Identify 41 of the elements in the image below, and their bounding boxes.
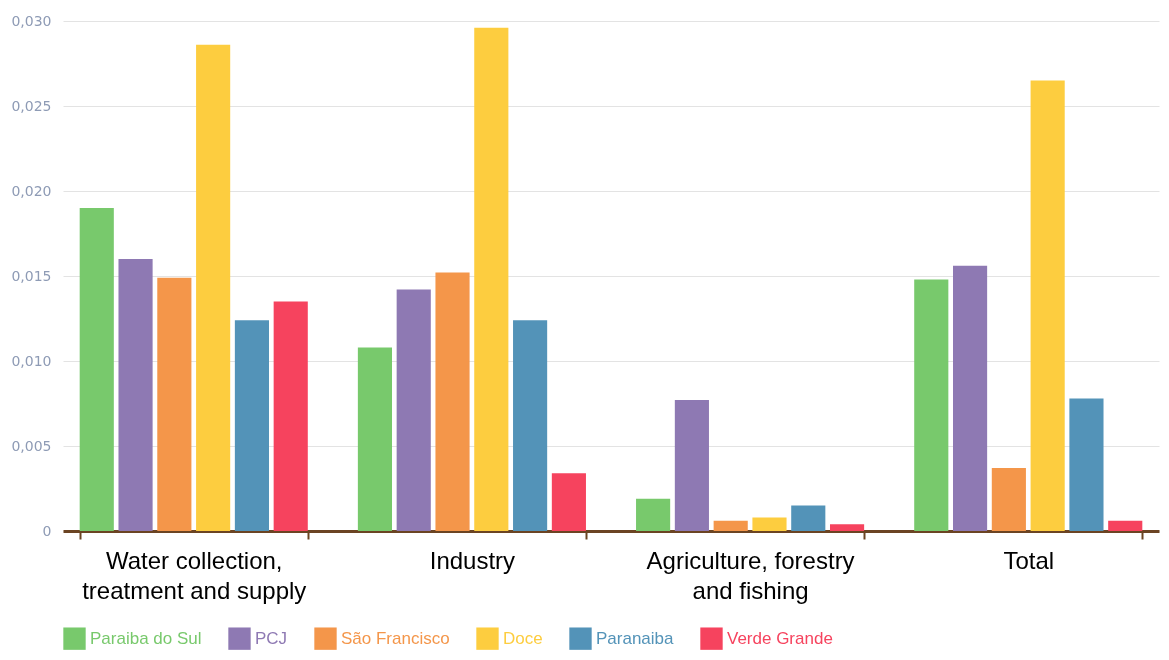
- legend-label: São Francisco: [341, 628, 450, 648]
- bar: [1069, 398, 1104, 531]
- bar: [513, 320, 548, 531]
- bar: [196, 44, 231, 531]
- bar: [396, 289, 431, 531]
- legend-label: Paraiba do Sul: [90, 628, 202, 648]
- x-tick-label: Water collection, treatment and supply: [82, 546, 307, 604]
- bar: [914, 279, 949, 531]
- legend-label: Doce: [503, 628, 543, 648]
- bar: [636, 498, 671, 531]
- bar: [474, 27, 509, 531]
- bar: [1030, 80, 1065, 531]
- legend-label: Paranaiba: [596, 628, 675, 648]
- y-tick-label: 0,015: [11, 267, 52, 284]
- bar: [830, 524, 865, 531]
- y-tick-label: 0: [42, 522, 52, 539]
- bar: [79, 208, 114, 531]
- y-tick-label: 0,020: [11, 182, 52, 199]
- x-tick-label: Agriculture, forestry and fishing: [646, 546, 855, 604]
- bar: [991, 468, 1026, 531]
- bar: [752, 517, 787, 531]
- bar: [551, 473, 586, 531]
- x-tick-label: Industry: [429, 546, 516, 574]
- bar: [953, 265, 988, 531]
- legend-label: Verde Grande: [727, 628, 833, 648]
- y-tick-label: 0,025: [11, 97, 52, 114]
- bar: [713, 520, 748, 531]
- y-tick-label: 0,005: [11, 437, 52, 454]
- bar: [157, 277, 192, 531]
- bar: [435, 272, 470, 531]
- legend-label: PCJ: [255, 628, 288, 648]
- x-tick-label: Total: [1003, 546, 1055, 574]
- bar: [674, 400, 709, 531]
- bar: [118, 259, 153, 531]
- y-tick-label: 0,010: [11, 352, 52, 369]
- bar: [1108, 520, 1143, 531]
- bar: [234, 320, 269, 531]
- bar: [357, 347, 392, 531]
- bar: [273, 301, 308, 531]
- bar: [791, 505, 826, 531]
- y-tick-label: 0,030: [11, 12, 52, 29]
